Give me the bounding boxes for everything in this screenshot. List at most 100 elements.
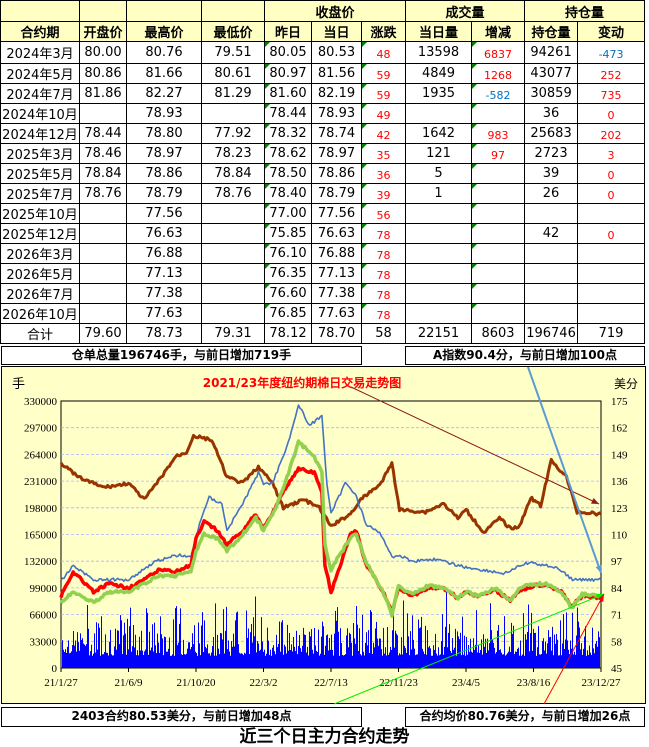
cell-增减 xyxy=(471,103,526,124)
cell-开盘价: 78.46 xyxy=(79,143,127,164)
table-row: 2025年5月 78.84 78.86 78.84 78.50 78.86 36 5 39 0 xyxy=(0,163,646,184)
total-row: 合计 79.60 78.73 79.31 78.12 78.70 58 22151 8603 19… xyxy=(0,323,646,344)
cell-持仓量: 39 xyxy=(524,163,579,184)
cell-最高价: 81.66 xyxy=(126,63,202,84)
footer-title: 近三个日主力合约走势 xyxy=(239,727,410,747)
cell-变动 xyxy=(577,263,646,284)
y-left-label: 手 xyxy=(12,377,25,392)
cell-昨日: 78.44 xyxy=(264,103,312,124)
y-right-tick: 110 xyxy=(611,530,628,542)
group-header-close: 收盘价 xyxy=(263,0,407,22)
y-right-tick: 45 xyxy=(611,663,623,675)
cell-持仓量: 94261 xyxy=(524,41,579,64)
cell-当日量 xyxy=(405,303,473,324)
cell-涨跌: 42 xyxy=(360,123,407,144)
series-line-1 xyxy=(60,404,602,582)
y-left-tick: 99000 xyxy=(30,583,58,595)
cell-开盘价 xyxy=(79,263,127,284)
cell-最低价: 80.61 xyxy=(201,63,265,84)
cell-持仓量: 43077 xyxy=(524,63,579,84)
price-volume-chart: 330000 175 297000 162 264000 149 231000 136 1980… xyxy=(1,366,646,705)
cell-变动: 0 xyxy=(577,183,646,204)
cell-持仓量 xyxy=(524,243,579,264)
cell-增减 xyxy=(471,183,526,204)
cell-合约期: 2026年7月 xyxy=(0,283,80,304)
x-tick-label: 23/8/16 xyxy=(517,677,551,689)
cell-变动: 735 xyxy=(577,83,646,104)
cell-持仓量: 36 xyxy=(524,103,579,124)
cell-开盘价 xyxy=(79,203,127,224)
arrow-head-icon xyxy=(595,565,602,573)
cell-当日: 77.56 xyxy=(311,203,362,224)
cell-持仓量 xyxy=(524,303,579,324)
cell-当日量: 22151 xyxy=(405,323,473,344)
cell-合约期: 2025年12月 xyxy=(0,223,80,244)
cell-当日: 81.56 xyxy=(311,63,362,84)
cell-增减: -582 xyxy=(471,83,526,104)
cell-最高价: 80.76 xyxy=(126,41,202,64)
cell-当日量: 1642 xyxy=(405,123,473,144)
cell-合约期: 2024年7月 xyxy=(0,83,80,104)
cell-最低价 xyxy=(201,303,265,324)
cell-当日: 77.63 xyxy=(311,303,362,324)
header-9: 持仓量 xyxy=(524,21,579,42)
y-right-tick: 71 xyxy=(611,610,622,622)
y-left-tick: 132000 xyxy=(24,556,58,568)
cell-涨跌: 78 xyxy=(360,303,407,324)
x-tick-label: 22/7/13 xyxy=(314,677,348,689)
y-right-tick: 162 xyxy=(611,423,628,435)
annotation-arrow xyxy=(333,593,605,705)
cell-当日: 76.63 xyxy=(311,223,362,244)
cell-合约期: 2025年7月 xyxy=(0,183,80,204)
cell-当日量: 4849 xyxy=(405,63,473,84)
cell-最高价: 78.73 xyxy=(126,323,202,344)
table-row: 2025年12月 76.63 75.85 76.63 78 42 0 xyxy=(0,223,646,244)
cell-当日: 78.79 xyxy=(311,183,362,204)
cell-持仓量: 25683 xyxy=(524,123,579,144)
cell-昨日: 81.60 xyxy=(264,83,312,104)
cell-变动: 0 xyxy=(577,163,646,184)
table-row: 2026年7月 77.38 76.60 77.38 78 xyxy=(0,283,646,304)
cell-最高价: 76.88 xyxy=(126,243,202,264)
cell-最高价: 77.13 xyxy=(126,263,202,284)
cell-涨跌: 59 xyxy=(360,83,407,104)
header-10: 变动 xyxy=(577,21,646,42)
cell-开盘价 xyxy=(79,243,127,264)
cell-最高价: 78.79 xyxy=(126,183,202,204)
table-row: 2026年10月 77.63 76.85 77.63 78 xyxy=(0,303,646,324)
cell-合约期: 2026年10月 xyxy=(0,303,80,324)
x-tick-label: 21/6/9 xyxy=(114,677,143,689)
y-left-tick: 198000 xyxy=(24,503,58,515)
cell-昨日: 78.62 xyxy=(264,143,312,164)
header-1: 开盘价 xyxy=(79,21,127,42)
cell-变动: 0 xyxy=(577,223,646,244)
table-row: 2024年12月 78.44 78.80 77.92 78.32 78.74 42 1642 9… xyxy=(0,123,646,144)
cell-当日量 xyxy=(405,223,473,244)
cell-持仓量: 2723 xyxy=(524,143,579,164)
cell-增减: 6837 xyxy=(471,41,526,64)
cell-增减: 8603 xyxy=(471,323,526,344)
cell-昨日: 77.00 xyxy=(264,203,312,224)
cell-当日: 78.97 xyxy=(311,143,362,164)
cell-当日: 78.70 xyxy=(311,323,362,344)
y-right-tick: 149 xyxy=(611,449,628,461)
table-row: 2024年10月 78.93 78.44 78.93 49 36 0 xyxy=(0,103,646,124)
y-right-tick: 84 xyxy=(611,583,623,595)
cell-增减 xyxy=(471,263,526,284)
y-left-tick: 297000 xyxy=(24,423,58,435)
cell-昨日: 76.10 xyxy=(264,243,312,264)
cell-昨日: 75.85 xyxy=(264,223,312,244)
cell-增减: 1268 xyxy=(471,63,526,84)
cell-最低价: 81.29 xyxy=(201,83,265,104)
cell-增减: 983 xyxy=(471,123,526,144)
group-header-row: 收盘价 成交量 持仓量 xyxy=(0,0,646,22)
cell-昨日: 80.05 xyxy=(264,41,312,64)
cell-当日量: 5 xyxy=(405,163,473,184)
cell-昨日: 78.50 xyxy=(264,163,312,184)
cell-昨日: 78.12 xyxy=(264,323,312,344)
cell-最低价: 78.23 xyxy=(201,143,265,164)
cell-开盘价: 79.60 xyxy=(79,323,127,344)
quote-table: 收盘价 成交量 持仓量 合约期 开盘价 最高价 最低价 昨日 当日 涨跌 当日量 增减 持仓量 变动… xyxy=(0,0,646,363)
cell-当日量: 1935 xyxy=(405,83,473,104)
cell-持仓量: 42 xyxy=(524,223,579,244)
